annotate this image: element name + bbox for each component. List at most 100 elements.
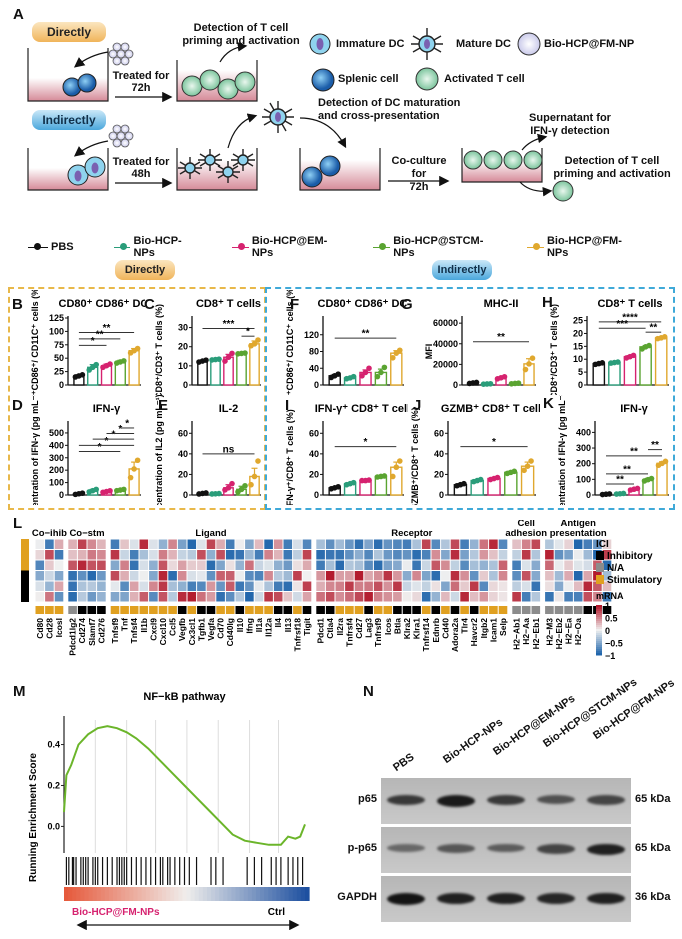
heatmap-cell: [412, 539, 421, 549]
row-annotation: [21, 570, 29, 581]
heatmap-cell: [393, 581, 402, 591]
heatmap-cell: [554, 550, 564, 560]
heatmap-cell: [412, 571, 421, 581]
gene-label: Tnfrsf14: [421, 618, 431, 652]
protein-band: [587, 893, 625, 905]
splenic-cell-icon: [77, 73, 97, 93]
y-tick-label: 100: [49, 326, 64, 336]
heatmap-cell: [460, 571, 469, 581]
ici-annotation-cell: [354, 606, 364, 614]
data-point: [646, 342, 652, 349]
rank-gradient-segment: [215, 887, 220, 901]
heatmap-cell: [293, 550, 302, 560]
chart-title: GZMB⁺ CD8⁺ T cells: [441, 403, 540, 415]
heatmap-cell: [364, 550, 373, 560]
mrna-scale-segment: [596, 639, 602, 642]
data-point: [528, 458, 534, 464]
heatmap-cell: [489, 571, 498, 581]
data-point: [501, 373, 508, 380]
y-axis-label: CD8⁺/CD3⁺ T cells (%): [549, 304, 559, 395]
data-point: [121, 358, 127, 364]
heatmap-cell: [149, 571, 158, 581]
data-point: [397, 458, 403, 464]
legend-marker-icon: [527, 241, 544, 253]
ici-annotation-cell: [489, 606, 498, 614]
ici-annotation-cell: [45, 606, 54, 614]
heatmap-cell: [77, 581, 87, 591]
heatmap-cell: [177, 539, 187, 549]
heatmap-cell: [469, 560, 479, 570]
y-tick-label: 60: [434, 428, 444, 438]
heatmap-cell: [373, 571, 383, 581]
heatmap-cell: [512, 539, 521, 549]
rank-gradient-segment: [268, 887, 273, 901]
nanoparticle-cluster-icon: [108, 124, 134, 148]
bar: [656, 462, 668, 496]
heatmap-cell: [345, 560, 354, 570]
data-point: [131, 466, 137, 472]
heatmap-cell: [364, 539, 373, 549]
blot-strip: [381, 876, 631, 922]
heatmap-cell: [383, 592, 393, 602]
heatmap-cell: [54, 550, 64, 560]
heatmap-cell: [283, 571, 293, 581]
gene-label: Ctla4: [325, 618, 335, 639]
heatmap-cell: [197, 539, 206, 549]
key-activated-t-label: Activated T cell: [444, 73, 525, 85]
rank-gradient-segment: [243, 887, 249, 901]
mrna-scale-segment: [596, 625, 602, 628]
data-point: [251, 473, 258, 480]
ici-annotation-cell: [564, 606, 573, 614]
heatmap-cell: [554, 560, 564, 570]
mrna-scale-segment: [596, 637, 602, 640]
rank-gradient-segment: [166, 887, 171, 901]
data-point: [242, 350, 248, 356]
gene-label: Ifng: [244, 618, 254, 634]
bar-chart-c: CD8⁺ T cells 0 10 20 30 CD8⁺/CD3⁺ T cells (%)…: [154, 298, 261, 395]
ici-annotation-cell: [583, 606, 593, 614]
mrna-scale-segment: [596, 629, 602, 632]
heatmap-cell: [460, 592, 469, 602]
y-tick-label: 0: [578, 380, 583, 390]
heatmap-cell: [450, 539, 460, 549]
heatmap-cell: [68, 592, 77, 602]
significance-label: *: [246, 327, 250, 338]
heatmap-cell: [545, 550, 554, 560]
heatmap-cell: [206, 592, 216, 602]
immature-dc-icon: [67, 156, 106, 186]
gene-label: Ccl5: [168, 618, 178, 636]
gene-label: Il1b: [139, 618, 149, 633]
heatmap-cell: [302, 581, 312, 591]
heatmap-category-label: Co−ihib: [32, 528, 67, 539]
heatmap-cell: [393, 571, 402, 581]
legend-item: Bio-HCP@STCM-NPs: [373, 235, 487, 259]
protein-band: [487, 844, 525, 853]
panel-label-g: G: [401, 296, 413, 313]
ici-annotation-cell: [54, 606, 64, 614]
heatmap-cell: [120, 539, 129, 549]
gene-label: Pdcd1: [316, 618, 326, 644]
heatmap-cell: [421, 550, 431, 560]
heatmap-cell: [54, 560, 64, 570]
mrna-scale-segment: [596, 631, 602, 634]
heatmap-cell: [302, 560, 312, 570]
data-point: [216, 490, 222, 497]
heatmap-cell: [139, 571, 149, 581]
key-nanoparticle-icon: [517, 32, 541, 56]
heatmap-cell: [489, 560, 498, 570]
heatmap-cell: [68, 550, 77, 560]
key-activated-t-cell-icon: [415, 67, 439, 91]
heatmap-cell: [345, 571, 354, 581]
key-mature-dc-icon: [411, 28, 443, 60]
ici-legend-label: N/A: [607, 563, 624, 574]
panel-label-i: I: [285, 397, 290, 414]
gene-label: Tigit: [302, 618, 312, 636]
mrna-scale-segment: [596, 627, 602, 630]
heatmap-cell: [273, 539, 283, 549]
heatmap-cell: [35, 581, 45, 591]
data-point: [238, 486, 245, 493]
rank-gradient-segment: [288, 887, 294, 901]
heatmap-cell: [564, 539, 573, 549]
heatmap-cell: [421, 560, 431, 570]
rank-gradient-segment: [141, 887, 147, 901]
